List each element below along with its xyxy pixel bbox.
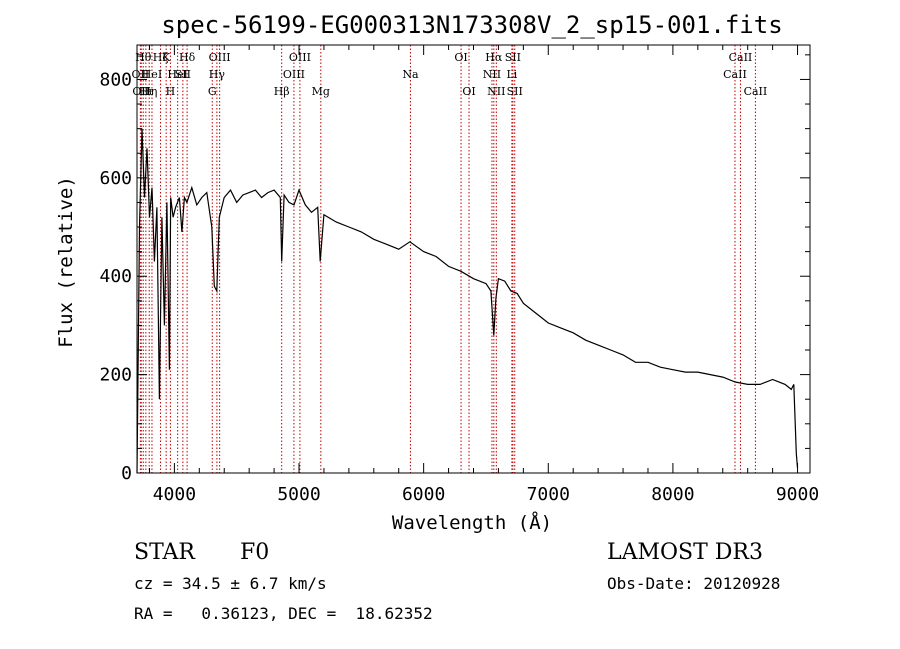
- y-axis-label: Flux (relative): [55, 176, 77, 348]
- line-label-26: SII: [505, 51, 521, 64]
- line-label-24: NII: [487, 85, 505, 98]
- y-tick-label-0: 0: [121, 463, 132, 484]
- line-label-10: SII: [175, 68, 191, 81]
- line-label-13: Hγ: [209, 68, 226, 81]
- object-class: STAR: [134, 540, 195, 565]
- line-label-14: OIII: [209, 51, 231, 64]
- y-tick-label-3: 600: [99, 168, 132, 189]
- line-label-11: Hδ: [179, 51, 196, 64]
- line-label-3: Hι: [139, 85, 153, 98]
- line-label-12: G: [208, 85, 217, 98]
- plot-frame: [136, 44, 811, 474]
- line-label-29: CaII: [729, 51, 753, 64]
- line-label-4: Hη: [141, 85, 157, 98]
- line-label-7: K: [162, 51, 171, 64]
- line-label-9: HeI: [167, 68, 187, 81]
- flux-series-line: [136, 128, 799, 474]
- line-label-20: OI: [454, 51, 467, 64]
- x-tick-label-5: 9000: [776, 484, 819, 505]
- x-tick-label-3: 7000: [527, 484, 570, 505]
- x-axis-label: Wavelength (Å): [392, 511, 552, 534]
- line-label-6: Hζ: [153, 51, 169, 64]
- y-axis-ticks: 0 200 400 600 800: [99, 54, 810, 484]
- line-label-19: Na: [402, 68, 419, 81]
- object-subclass: F0: [240, 540, 270, 565]
- line-label-23: Hα: [485, 51, 503, 64]
- line-label-25: Li: [506, 68, 517, 81]
- chart-title: spec-56199-EG000313N173308V_2_sp15-001.f…: [161, 11, 782, 39]
- line-label-8: H: [166, 85, 176, 98]
- sky-coordinates: RA = 0.36123, DEC = 18.62352: [134, 604, 433, 623]
- line-label-21: OI: [462, 85, 475, 98]
- x-tick-label-2: 6000: [402, 484, 445, 505]
- line-label-5: HeI: [142, 68, 162, 81]
- x-tick-label-0: 4000: [153, 484, 196, 505]
- line-label-22: NII: [483, 68, 501, 81]
- observation-date: Obs-Date: 20120928: [607, 574, 781, 593]
- y-tick-label-1: 200: [99, 365, 132, 386]
- line-label-30: CaII: [744, 85, 768, 98]
- spectral-line-labels: OIIOIIHθHιHηHeIHζKHHeISIIHδGHγOIIIHβOIII…: [132, 51, 768, 98]
- x-tick-label-4: 8000: [651, 484, 694, 505]
- y-tick-label-2: 400: [99, 266, 132, 287]
- line-label-27: SII: [507, 85, 523, 98]
- y-tick-label-4: 800: [99, 69, 132, 90]
- line-label-17: OIII: [289, 51, 311, 64]
- redshift-value: cz = 34.5 ± 6.7 km/s: [134, 574, 327, 593]
- line-label-0: OII: [132, 68, 150, 81]
- line-label-28: CaII: [723, 68, 747, 81]
- x-axis-ticks: 4000 5000 6000 7000 8000 9000: [148, 45, 819, 505]
- line-label-2: Hθ: [135, 51, 152, 64]
- line-label-16: OIII: [283, 68, 305, 81]
- line-label-18: Mg: [312, 85, 330, 98]
- line-label-15: Hβ: [274, 85, 290, 98]
- x-tick-label-1: 5000: [277, 484, 320, 505]
- survey-name: LAMOST DR3: [607, 540, 763, 565]
- spectral-line-markers: [139, 45, 756, 473]
